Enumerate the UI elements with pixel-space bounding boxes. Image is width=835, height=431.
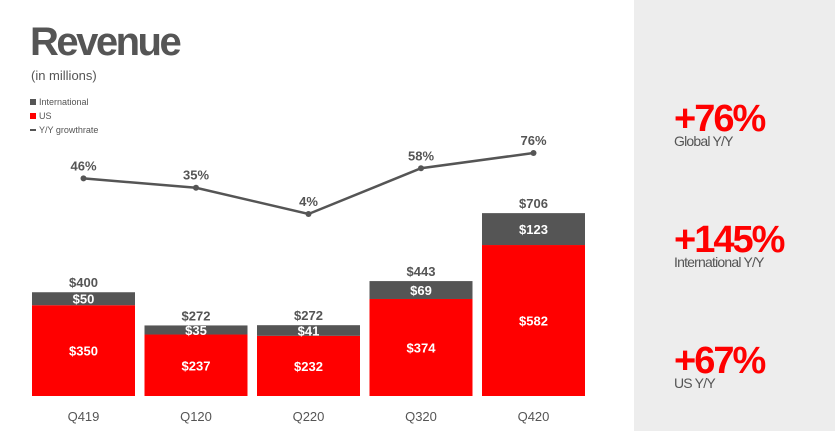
label-total-q419: $400 [69, 275, 98, 290]
growth-label-q220: 4% [299, 194, 318, 209]
label-international-q420: $123 [519, 222, 548, 237]
growth-point-q220 [305, 211, 312, 217]
label-total-q420: $706 [519, 196, 548, 211]
stat-us-label: US Y/Y [674, 375, 716, 391]
label-international-q120: $35 [185, 323, 207, 338]
stat-global-label: Global Y/Y [674, 133, 733, 149]
bar-international-q320 [369, 281, 473, 299]
bar-us-q419 [32, 305, 135, 396]
bar-us-q120 [144, 334, 248, 396]
legend-line-growth [30, 128, 36, 131]
legend-item-us: US [30, 110, 52, 122]
stat-international: +145% International Y/Y [674, 219, 785, 270]
x-tick-q120: Q120 [180, 409, 212, 424]
bar-international-q419 [32, 292, 135, 306]
label-international-q220: $41 [298, 324, 320, 339]
legend-label-us: US [39, 111, 52, 121]
growth-point-q419 [80, 175, 87, 182]
bar-international-q420 [482, 213, 585, 246]
stat-global-value: +76% [674, 98, 766, 140]
label-us-q419: $350 [69, 344, 98, 359]
growth-point-q320 [418, 165, 424, 172]
legend-label-growth: Y/Y growthrate [39, 125, 99, 135]
legend-swatch-us [30, 112, 36, 119]
growth-label-q120: 35% [183, 168, 209, 183]
label-total-q320: $443 [407, 264, 436, 279]
bar-international-q120 [144, 325, 248, 335]
legend-item-growth: Y/Y growthrate [30, 124, 98, 136]
growth-point-q420 [530, 150, 537, 156]
chart-subtitle: (in millions) [31, 68, 97, 83]
bar-us-q220 [257, 335, 360, 396]
x-tick-q220: Q220 [293, 409, 325, 424]
label-international-q320: $69 [410, 283, 432, 298]
revenue-chart: $350$50$400Q419$237$35$272Q120$232$41$27… [32, 133, 585, 424]
stat-global: +76% Global Y/Y [674, 98, 766, 149]
stat-international-label: International Y/Y [674, 254, 764, 270]
growth-label-q320: 58% [408, 148, 434, 163]
legend-swatch-international [30, 98, 36, 105]
x-tick-q420: Q420 [518, 409, 550, 424]
summary-panel: +76% Global Y/Y +145% International Y/Y … [634, 0, 835, 431]
x-tick-q419: Q419 [68, 409, 100, 424]
x-tick-q320: Q320 [405, 409, 437, 424]
legend-item-international: International [30, 96, 89, 108]
label-us-q120: $237 [182, 358, 211, 373]
label-us-q420: $582 [519, 314, 548, 329]
growth-point-q120 [193, 184, 199, 191]
bar-international-q220 [257, 325, 360, 336]
label-international-q419: $50 [73, 292, 95, 307]
stat-us: +67% US Y/Y [674, 340, 766, 391]
label-total-q120: $272 [182, 308, 211, 323]
growth-label-q419: 46% [70, 158, 96, 173]
bar-us-q420 [482, 245, 585, 396]
label-us-q320: $374 [407, 340, 437, 355]
label-us-q220: $232 [294, 359, 323, 374]
stat-international-value: +145% [674, 219, 785, 261]
bar-us-q320 [369, 298, 473, 396]
stat-us-value: +67% [674, 340, 766, 382]
label-total-q220: $272 [294, 308, 323, 323]
chart-title: Revenue [30, 20, 182, 64]
legend-label-international: International [39, 97, 89, 107]
growth-label-q420: 76% [520, 133, 546, 148]
